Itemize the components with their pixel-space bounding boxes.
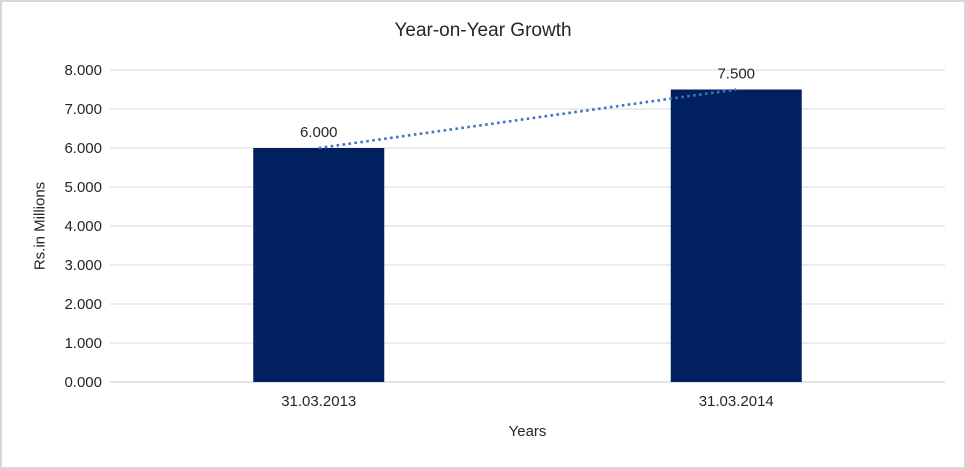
- y-tick-label: 5.000: [64, 179, 102, 196]
- x-category-label: 31.03.2014: [699, 393, 774, 410]
- y-tick-label: 2.000: [64, 296, 102, 313]
- y-tick-label: 1.000: [64, 335, 102, 352]
- y-tick-label: 3.000: [64, 257, 102, 274]
- y-tick-label: 4.000: [64, 218, 102, 235]
- y-tick-label: 7.000: [64, 101, 102, 118]
- y-tick-label: 0.000: [64, 374, 102, 391]
- bar: [253, 148, 385, 382]
- x-category-label: 31.03.2013: [281, 393, 356, 410]
- bar-data-label: 7.500: [717, 66, 755, 83]
- chart-title: Year-on-Year Growth: [394, 20, 572, 41]
- bar: [670, 89, 802, 382]
- y-tick-label: 6.000: [64, 140, 102, 157]
- y-tick-label: 8.000: [64, 62, 102, 79]
- trendline: [318, 88, 737, 150]
- y-axis-title: Rs.in Millions: [31, 181, 49, 271]
- x-axis-title: Years: [508, 423, 547, 440]
- bar-data-label: 6.000: [300, 124, 338, 141]
